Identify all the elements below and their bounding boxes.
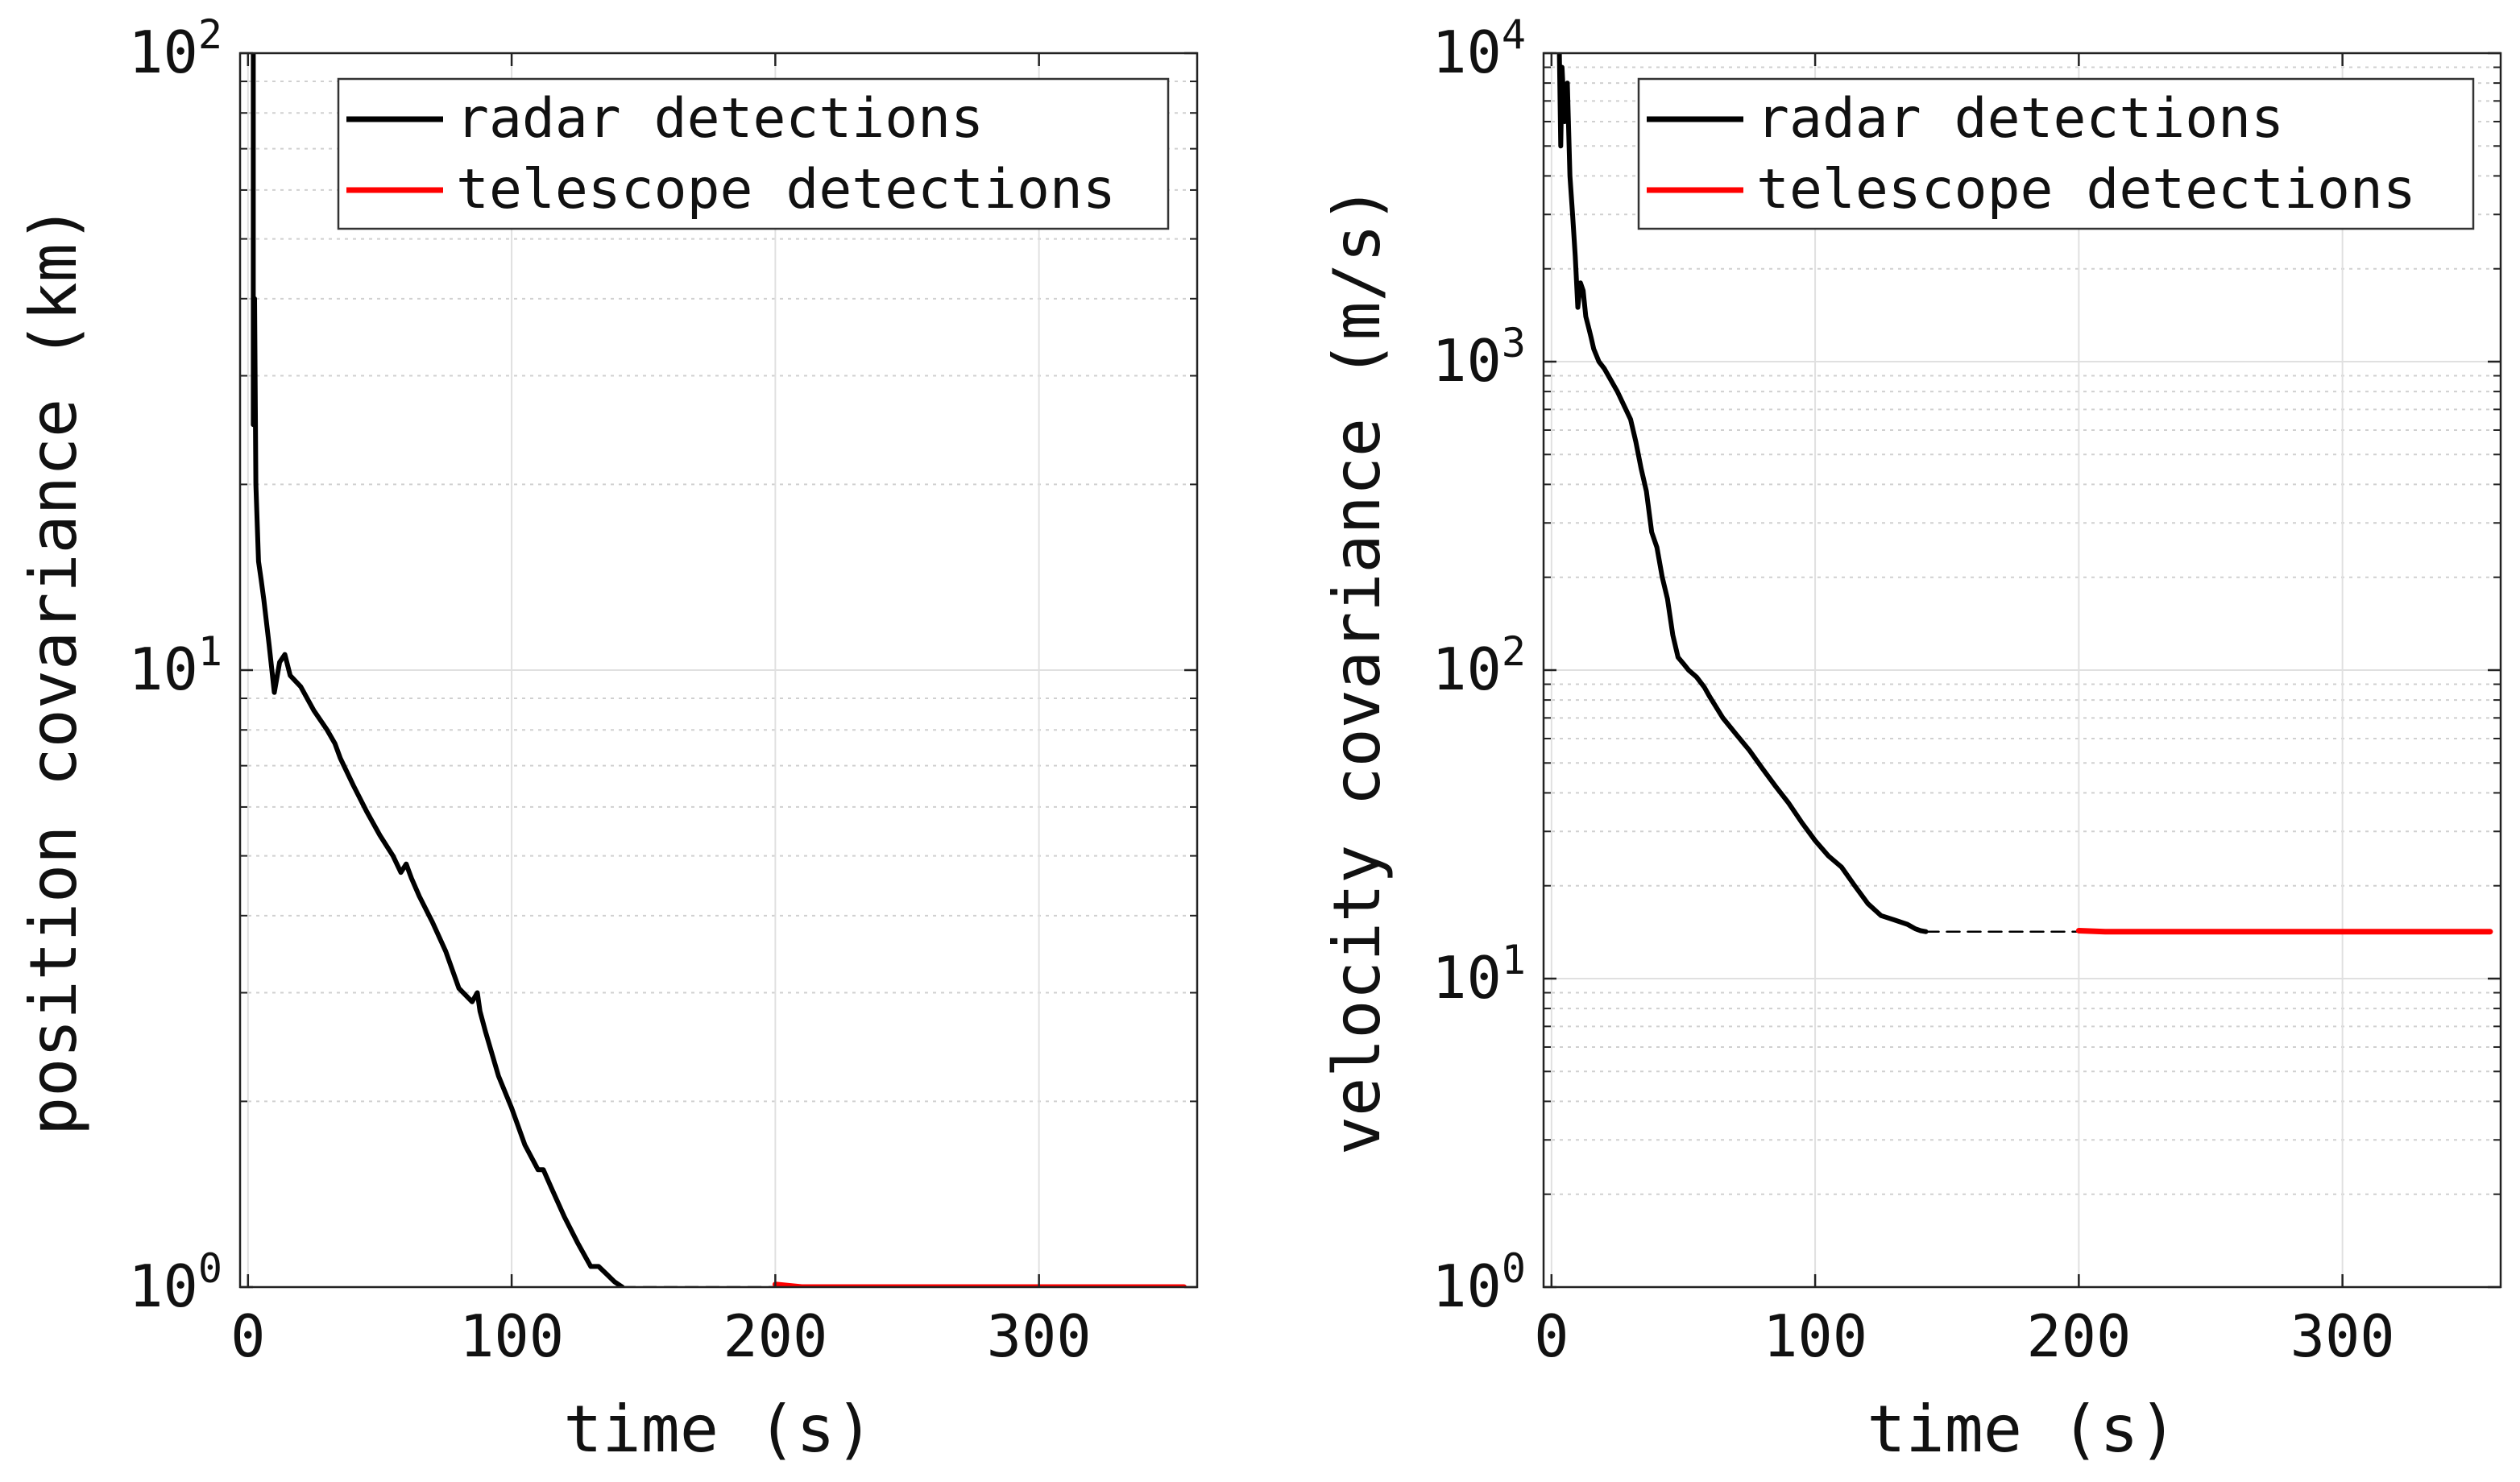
y-axis-label: position covariance (km) (16, 205, 91, 1136)
legend-entry-label: telescope detections (1756, 158, 2416, 221)
y-tick-label: 100 (128, 1245, 222, 1320)
x-tick-label: 100 (1763, 1302, 1867, 1370)
y-tick-label: 102 (128, 11, 222, 86)
y-axis-label: velocity covariance (m/s) (1320, 185, 1395, 1155)
series-radar-detections-line (251, 53, 625, 1287)
x-tick-label: 0 (1534, 1302, 1569, 1370)
series-radar-detections-line (1556, 53, 1929, 934)
y-tick-label: 104 (1432, 11, 1526, 86)
legend-entry-label: radar detections (456, 87, 984, 151)
y-tick-label: 102 (1432, 628, 1526, 703)
x-axis-label: time (s) (563, 1392, 873, 1467)
x-axis-label: time (s) (1867, 1392, 2177, 1467)
y-tick-label: 100 (1432, 1245, 1526, 1320)
series-telescope-detections-line (772, 1281, 1187, 1287)
series-group (1556, 53, 2493, 935)
y-tick-label: 103 (1432, 320, 1526, 395)
legend-box (1637, 77, 2475, 230)
x-tick-label: 200 (2026, 1302, 2131, 1370)
legend: radar detections telescope detections (1637, 77, 2475, 230)
x-tick-label: 300 (2290, 1302, 2395, 1370)
series-telescope-detections-line (2075, 928, 2493, 935)
series-group (251, 53, 1187, 1287)
legend: radar detections telescope detections (337, 77, 1170, 230)
legend-entry-label: radar detections (1756, 87, 2284, 151)
x-tick-label: 200 (723, 1302, 827, 1370)
grid (240, 52, 1197, 1288)
legend-entry-label: telescope detections (456, 158, 1116, 221)
x-tick-label: 300 (987, 1302, 1092, 1370)
x-tick-label: 0 (230, 1302, 265, 1370)
legend-box (337, 77, 1170, 230)
y-tick-label: 101 (128, 628, 222, 703)
x-tick-label: 100 (459, 1302, 564, 1370)
y-tick-label: 101 (1432, 937, 1526, 1012)
